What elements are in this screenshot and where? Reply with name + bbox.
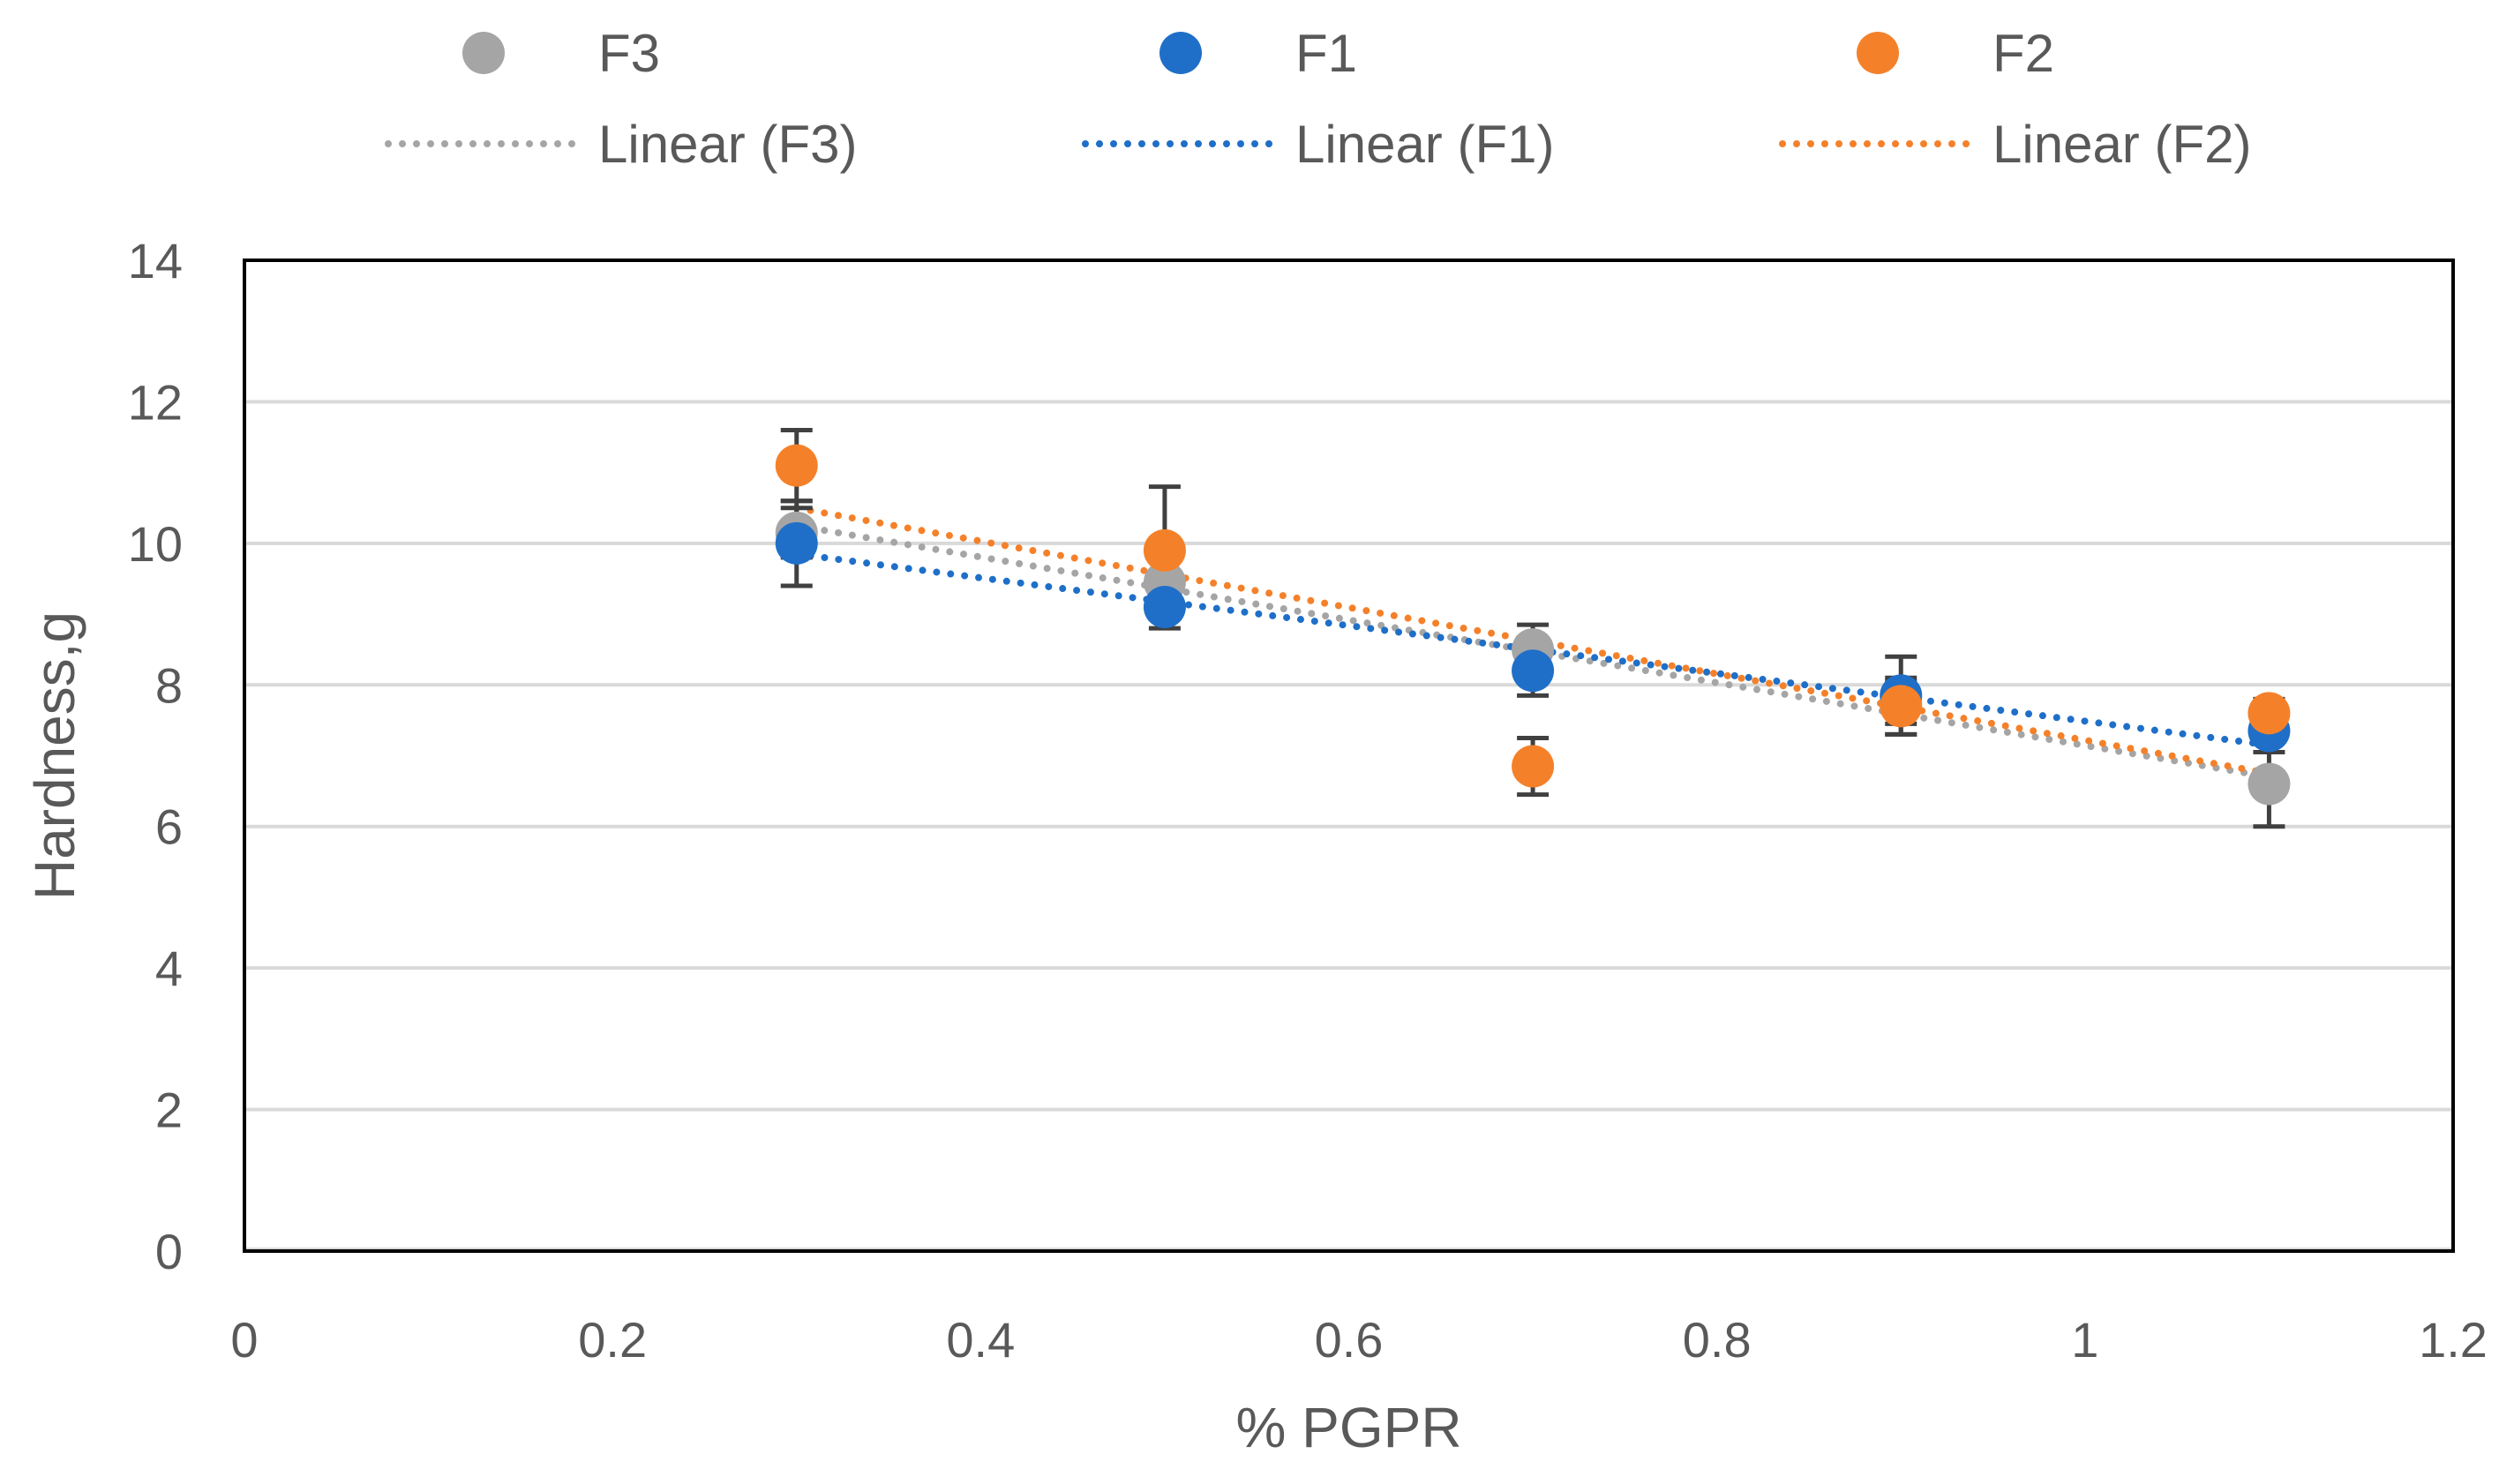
plot-area-frame xyxy=(243,259,2455,1253)
point-f3-4 xyxy=(2248,762,2291,806)
x-axis-title: % PGPR xyxy=(1235,1396,1461,1459)
y-tick-label-0: 0 xyxy=(155,1224,183,1279)
point-f2-2 xyxy=(1512,745,1555,788)
legend-item-trend-f3: Linear (F3) xyxy=(385,115,857,174)
legend: F3 Linear (F3) F1 Linear (F1) F2 Linear (F2) xyxy=(385,24,2251,174)
legend-item-trend-f1: Linear (F1) xyxy=(1082,115,1554,174)
y-tick-label-4: 4 xyxy=(155,941,183,996)
point-f1-0 xyxy=(775,521,818,565)
tick-labels: 0 2 4 6 8 10 12 14 0 0.2 0.4 0.6 0.8 1 1.2 xyxy=(128,233,2488,1368)
point-f2-3 xyxy=(1880,685,1923,728)
x-tick-label-1.2: 1.2 xyxy=(2419,1312,2488,1368)
x-tick-label-0.6: 0.6 xyxy=(1315,1312,1384,1368)
x-tick-label-0: 0 xyxy=(230,1312,258,1368)
y-tick-label-10: 10 xyxy=(128,516,183,572)
legend-item-trend-f2: Linear (F2) xyxy=(1779,115,2251,174)
legend-item-f3: F3 xyxy=(462,24,660,83)
legend-item-f1: F1 xyxy=(1159,24,1357,83)
x-tick-label-1: 1 xyxy=(2071,1312,2098,1368)
y-tick-label-2: 2 xyxy=(155,1083,183,1138)
point-f2-1 xyxy=(1143,528,1186,572)
legend-label-f1: F1 xyxy=(1295,24,1357,83)
gridlines xyxy=(244,400,2453,1251)
point-f2-4 xyxy=(2248,692,2291,735)
y-axis-title: Hardness,g xyxy=(23,611,86,900)
legend-marker-f3 xyxy=(462,32,505,74)
point-f1-2 xyxy=(1512,649,1555,693)
y-tick-label-6: 6 xyxy=(155,799,183,855)
x-tick-label-0.2: 0.2 xyxy=(578,1312,647,1368)
y-tick-label-8: 8 xyxy=(155,657,183,713)
data-points xyxy=(775,444,2291,806)
legend-trend-label-f2: Linear (F2) xyxy=(1992,115,2251,174)
x-tick-label-0.8: 0.8 xyxy=(1683,1312,1752,1368)
point-f2-0 xyxy=(775,444,818,487)
y-tick-label-12: 12 xyxy=(128,374,183,430)
y-tick-label-14: 14 xyxy=(128,233,183,289)
legend-label-f2: F2 xyxy=(1992,24,2054,83)
point-f1-1 xyxy=(1143,586,1186,629)
legend-marker-f2 xyxy=(1857,32,1899,74)
legend-marker-f1 xyxy=(1159,32,1202,74)
legend-label-f3: F3 xyxy=(598,24,660,83)
legend-item-f2: F2 xyxy=(1857,24,2054,83)
legend-trend-label-f1: Linear (F1) xyxy=(1295,115,1554,174)
x-tick-label-0.4: 0.4 xyxy=(946,1312,1015,1368)
legend-trend-label-f3: Linear (F3) xyxy=(598,115,857,174)
